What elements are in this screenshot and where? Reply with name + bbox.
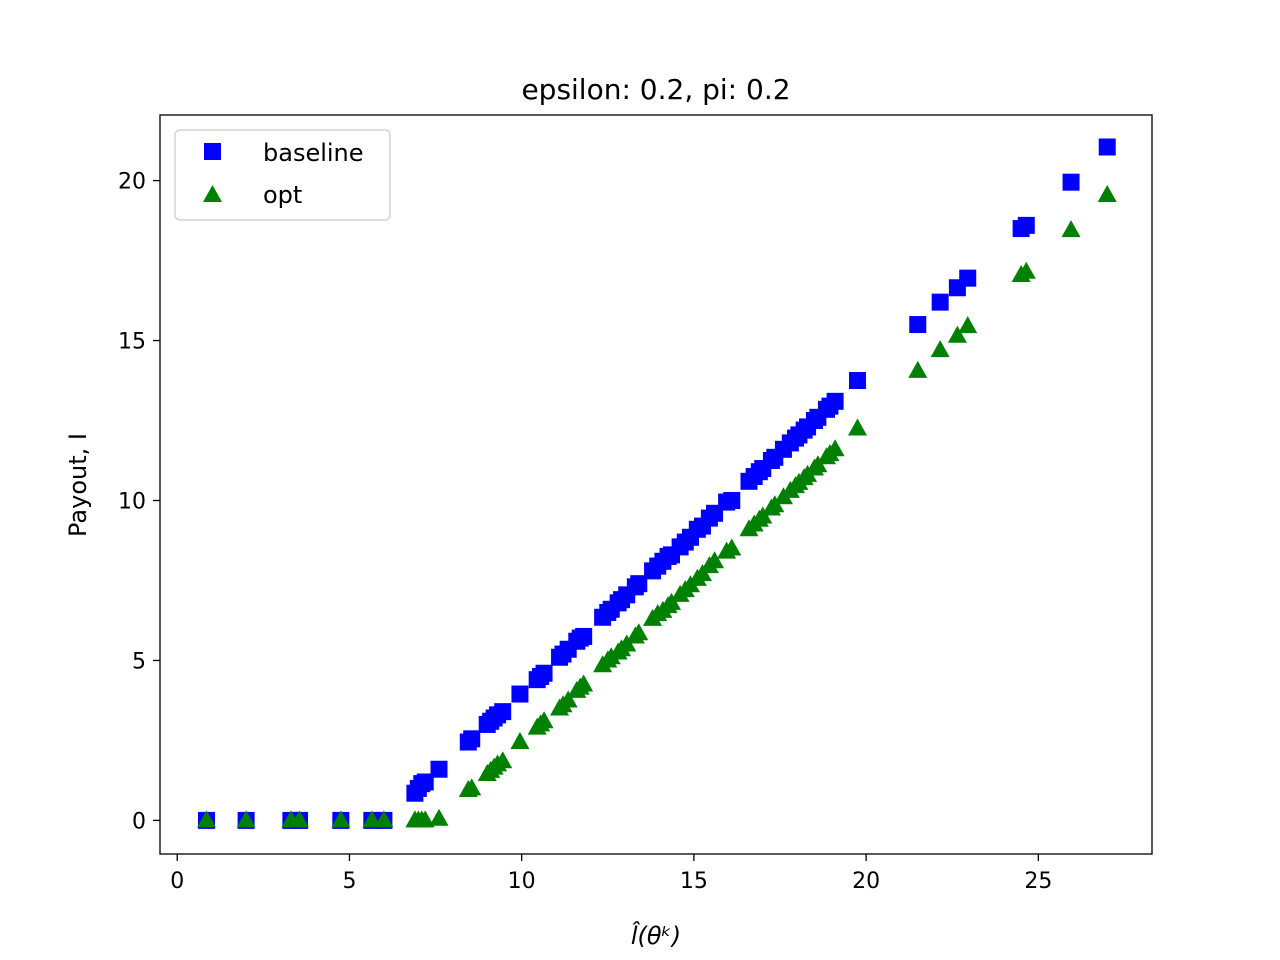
point-opt — [429, 808, 449, 826]
y-tick-label: 15 — [118, 330, 146, 355]
plot-marks — [197, 138, 1117, 829]
point-opt — [958, 316, 978, 334]
x-axis: 0 5 10 15 20 25 — [170, 854, 1052, 894]
point-opt — [574, 674, 594, 692]
x-tick-label: 5 — [342, 869, 356, 894]
point-opt — [629, 623, 649, 641]
plot-frame — [159, 114, 1153, 855]
point-baseline — [463, 730, 481, 748]
point-baseline — [826, 392, 844, 410]
point-baseline — [723, 491, 741, 509]
point-baseline — [630, 575, 648, 593]
y-tick-label: 20 — [118, 170, 146, 195]
point-baseline — [1098, 138, 1116, 156]
y-tick-label: 5 — [132, 649, 146, 674]
point-opt — [722, 538, 742, 556]
point-baseline — [1062, 173, 1080, 191]
point-baseline — [959, 269, 977, 287]
legend: baseline opt — [174, 129, 391, 221]
legend-label-baseline: baseline — [263, 139, 364, 167]
point-baseline — [1017, 216, 1035, 234]
point-opt — [290, 810, 309, 828]
x-tick-label: 25 — [1024, 869, 1052, 894]
x-axis-label: l̂(θᵏ) — [631, 922, 681, 950]
y-tick-label: 0 — [132, 809, 146, 834]
point-opt — [908, 360, 928, 378]
point-opt — [415, 810, 435, 828]
point-baseline — [909, 316, 927, 334]
x-tick-label: 15 — [680, 869, 708, 894]
point-opt — [558, 690, 578, 708]
point-opt — [1061, 220, 1081, 238]
legend-marker-opt — [203, 185, 222, 202]
point-opt — [462, 778, 482, 796]
legend-box — [174, 129, 391, 221]
point-opt — [534, 711, 554, 729]
point-opt — [1016, 261, 1036, 279]
point-opt — [1097, 184, 1117, 202]
x-tick-label: 20 — [852, 869, 880, 894]
point-opt — [236, 810, 256, 828]
point-opt — [362, 810, 382, 828]
point-baseline — [511, 685, 529, 703]
point-opt — [930, 340, 950, 358]
point-opt — [947, 325, 967, 343]
chart-title: epsilon: 0.2, pi: 0.2 — [521, 73, 790, 106]
point-opt — [825, 439, 845, 457]
legend-label-opt: opt — [263, 181, 302, 209]
y-axis: 0 5 10 15 20 — [118, 170, 160, 834]
y-tick-label: 10 — [118, 489, 146, 514]
x-tick-label: 0 — [170, 869, 184, 894]
point-opt — [848, 418, 867, 436]
point-baseline — [575, 627, 593, 645]
y-axis-label: Payout, I — [64, 433, 92, 537]
point-opt — [197, 810, 216, 828]
point-baseline — [535, 664, 553, 682]
point-baseline — [931, 293, 949, 311]
point-opt — [493, 751, 513, 769]
point-baseline — [849, 372, 866, 390]
point-baseline — [416, 773, 434, 791]
point-opt — [331, 810, 351, 828]
point-baseline — [494, 703, 512, 721]
point-opt — [374, 810, 394, 828]
point-baseline — [430, 760, 448, 778]
point-opt — [510, 732, 530, 750]
legend-marker-baseline — [204, 143, 221, 160]
point-opt — [705, 551, 725, 569]
x-tick-label: 10 — [508, 869, 536, 894]
